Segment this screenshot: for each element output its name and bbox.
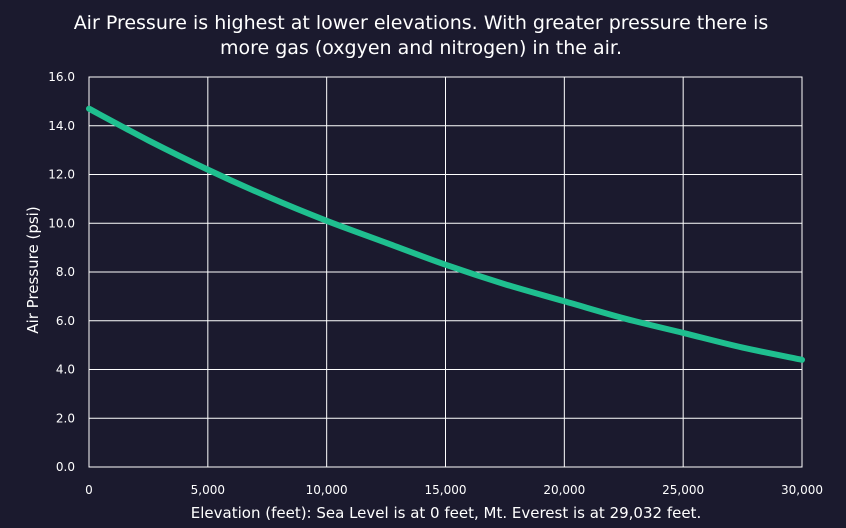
x-tick-label: 10,000 [306, 483, 348, 497]
x-axis-label: Elevation (feet): Sea Level is at 0 feet… [191, 504, 701, 522]
y-axis-label: Air Pressure (psi) [24, 206, 42, 333]
y-tick-label: 4.0 [56, 363, 75, 377]
y-tick-label: 14.0 [48, 119, 75, 133]
x-tick-label: 15,000 [425, 483, 467, 497]
y-axis-ticks: 0.0 2.0 4.0 6.0 8.0 10.0 12.0 14.0 16.0 [48, 70, 75, 474]
y-tick-label: 2.0 [56, 411, 75, 425]
y-tick-label: 0.0 [56, 460, 75, 474]
x-tick-label: 5,000 [191, 483, 225, 497]
y-tick-label: 12.0 [48, 168, 75, 182]
x-axis-ticks: 0 5,000 10,000 15,000 20,000 25,000 30,000 [85, 483, 823, 497]
chart-title: Air Pressure is highest at lower elevati… [74, 12, 769, 59]
x-tick-label: 30,000 [781, 483, 823, 497]
y-tick-label: 16.0 [48, 70, 75, 84]
chart-title-line-1: Air Pressure is highest at lower elevati… [74, 12, 769, 34]
x-tick-label: 0 [85, 483, 93, 497]
plot-area [88, 76, 803, 468]
chart-title-line-2: more gas (oxgyen and nitrogen) in the ai… [220, 37, 622, 59]
pressure-series-line [86, 105, 805, 363]
x-tick-label: 20,000 [543, 483, 585, 497]
y-tick-label: 8.0 [56, 265, 75, 279]
plot-border [88, 76, 803, 468]
y-tick-label: 6.0 [56, 314, 75, 328]
y-tick-label: 10.0 [48, 216, 75, 230]
grid-lines [88, 76, 803, 468]
x-tick-label: 25,000 [662, 483, 704, 497]
